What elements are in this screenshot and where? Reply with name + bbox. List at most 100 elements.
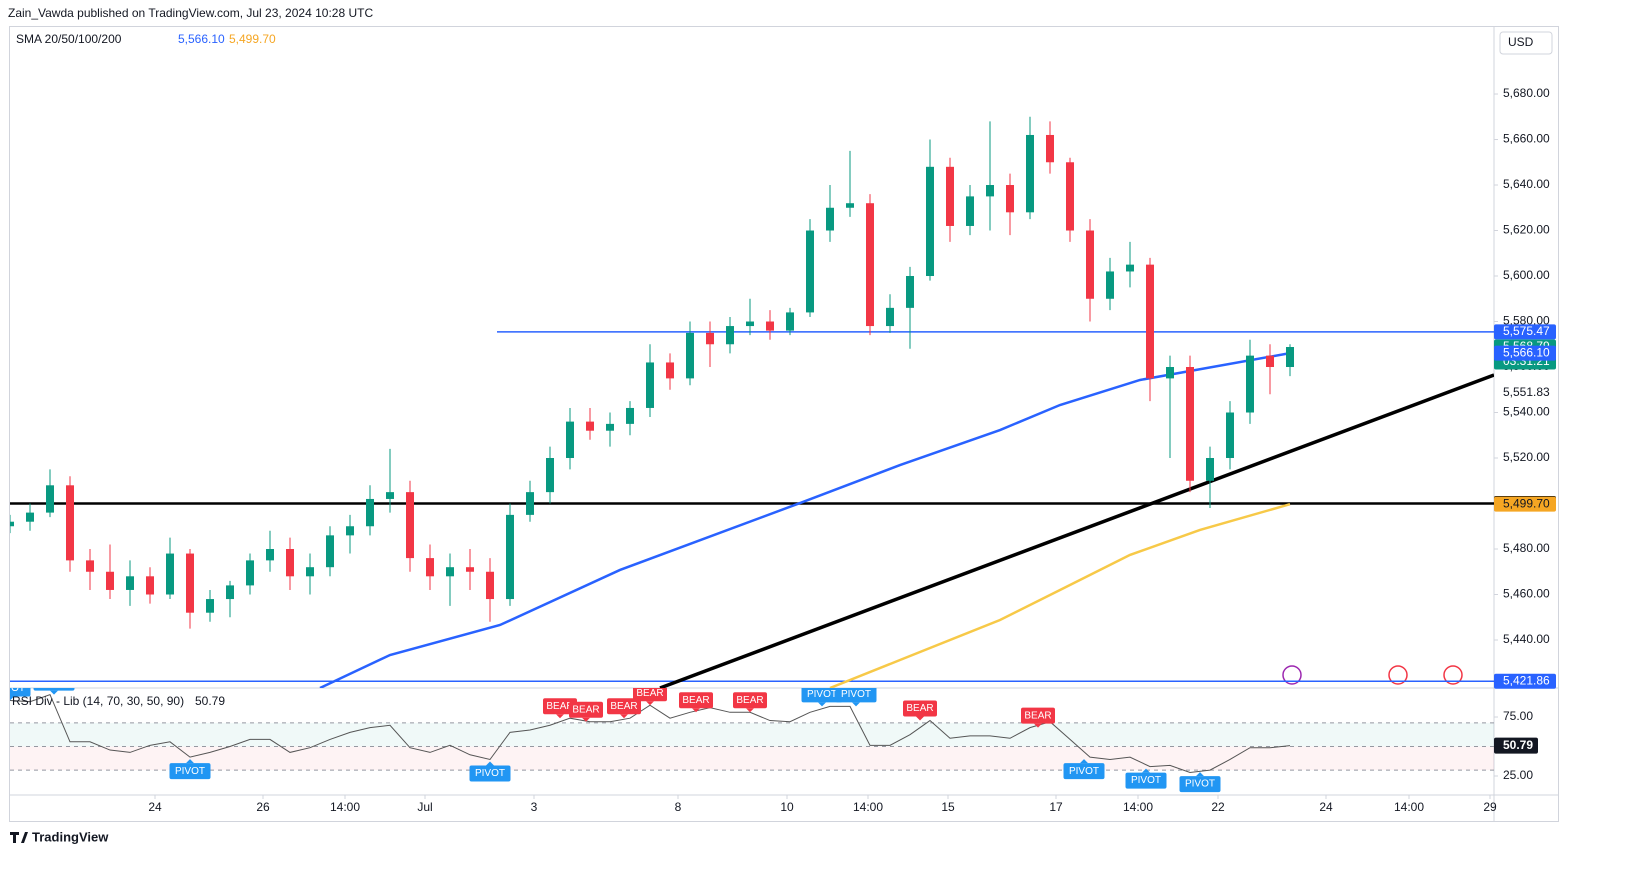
candle-body: [466, 567, 474, 572]
signal-pointer: [582, 717, 590, 722]
candle-body: [426, 558, 434, 577]
rsi-badge-label: 50.79: [1503, 738, 1533, 752]
currency-button[interactable]: [1499, 31, 1553, 55]
signal-pointer: [186, 759, 194, 764]
x-tick-label: 3: [531, 800, 538, 814]
rsi-title: RSI Div - Lib (14, 70, 30, 50, 90): [12, 694, 184, 708]
rsi-pane: PIVOTPIVOTPIVOTPIVOTBEARBEARBEARBEARBEAR…: [10, 677, 1494, 793]
candle-body: [946, 166, 954, 226]
icons: [1282, 665, 1463, 685]
price-badge-label: 5,499.70: [1503, 496, 1550, 510]
candle-body: [566, 421, 574, 459]
x-tick-label: 8: [675, 800, 682, 814]
signal-pointer: [916, 716, 924, 721]
candle-body: [306, 567, 314, 577]
candle-body: [846, 203, 854, 208]
x-tick-label: 29: [1483, 800, 1497, 814]
logo: [10, 832, 28, 843]
signal-pointer: [646, 701, 654, 706]
candle-body: [546, 458, 554, 493]
signal-text: BEAR: [736, 695, 763, 706]
candle-body: [46, 485, 54, 513]
x-tick-label: 14:00: [853, 800, 883, 814]
signal-text: BEAR: [572, 704, 599, 715]
rsi-badge: [1494, 737, 1538, 754]
signal-label: [835, 688, 877, 703]
signal-label: [801, 688, 843, 703]
x-tick-label: 24: [148, 800, 162, 814]
signal-label: [169, 763, 211, 780]
x-tick-label: 26: [256, 800, 270, 814]
y-tick-label: 5,640.00: [1503, 177, 1550, 191]
candle-body: [806, 230, 814, 313]
candle-body: [866, 203, 874, 327]
rsi-value: 50.79: [195, 694, 225, 708]
signal-text: BEAR: [906, 703, 933, 714]
candle-body: [246, 560, 254, 586]
flag-icon[interactable]: [1388, 665, 1408, 685]
signal-label: [1063, 763, 1105, 780]
signal-label: [1125, 772, 1167, 789]
price-badge-label: 5,575.47: [1503, 324, 1550, 338]
signal-pointer: [1034, 723, 1042, 728]
header: Zain_Vawda published on TradingView.com,…: [8, 6, 373, 20]
signal-text: BEAR: [1024, 710, 1051, 721]
signal-label: [607, 698, 641, 715]
signal-label: [679, 692, 713, 709]
x-tick-label: 24: [1319, 800, 1333, 814]
rsi-line: [10, 693, 1291, 773]
y-tick-label: 5,600.00: [1503, 268, 1550, 282]
candle-body: [1186, 367, 1194, 481]
candle-body: [726, 326, 734, 345]
candle-body: [506, 514, 514, 600]
signal-pointer: [1196, 772, 1204, 777]
x-tick-label: 14:00: [1123, 800, 1153, 814]
y-tick-label: 5,580.00: [1503, 314, 1550, 328]
candle-body: [1146, 264, 1154, 379]
price-badge-label: 5,421.86: [1503, 673, 1550, 687]
moving-average: [829, 502, 1291, 688]
candle-body: [526, 492, 534, 515]
candle-body: [66, 485, 74, 561]
candle-body: [1286, 347, 1294, 368]
rsi-tick-label: 75.00: [1503, 709, 1533, 723]
currency: USD: [1508, 35, 1534, 49]
candle-body: [906, 276, 914, 308]
y-tick-label: 5,520.00: [1503, 450, 1550, 464]
signal-label: [1021, 707, 1055, 724]
y-tick-label: 5,680.00: [1503, 86, 1550, 100]
signal-label: [633, 688, 667, 702]
legend-value: 5,499.70: [229, 32, 276, 46]
price-pane: [10, 116, 1494, 688]
candle-body: [706, 332, 714, 345]
candle-body: [1066, 162, 1074, 231]
candle-body: [986, 185, 994, 197]
rsi-band-upper: [10, 722, 1494, 747]
signal-text: PIVOT: [39, 677, 69, 688]
signal-pointer: [486, 761, 494, 766]
x-tick-label: 10: [780, 800, 794, 814]
signal-pointer: [746, 708, 754, 713]
signal-pointer: [50, 690, 58, 695]
candle-body: [686, 332, 694, 379]
candle-body: [786, 312, 794, 331]
y-tick-label: 5,660.00: [1503, 132, 1550, 146]
signal-label: [10, 688, 31, 697]
candle-body: [1166, 367, 1174, 379]
candle-body: [1006, 185, 1014, 213]
price-badge-label: 5,566.10: [1503, 345, 1550, 359]
candle-body: [926, 166, 934, 277]
candle-body: [10, 521, 14, 527]
x-tick-label: Jul: [417, 800, 432, 814]
event-icon[interactable]: [1282, 665, 1302, 685]
candle-body: [1206, 458, 1214, 481]
signal-pointer: [818, 702, 826, 707]
signal-label: [469, 765, 511, 782]
flag-icon[interactable]: [1443, 665, 1463, 685]
candle-body: [286, 549, 294, 577]
price-badge: [1494, 345, 1556, 361]
candle-body: [1046, 134, 1054, 163]
trendline: [659, 373, 1494, 688]
